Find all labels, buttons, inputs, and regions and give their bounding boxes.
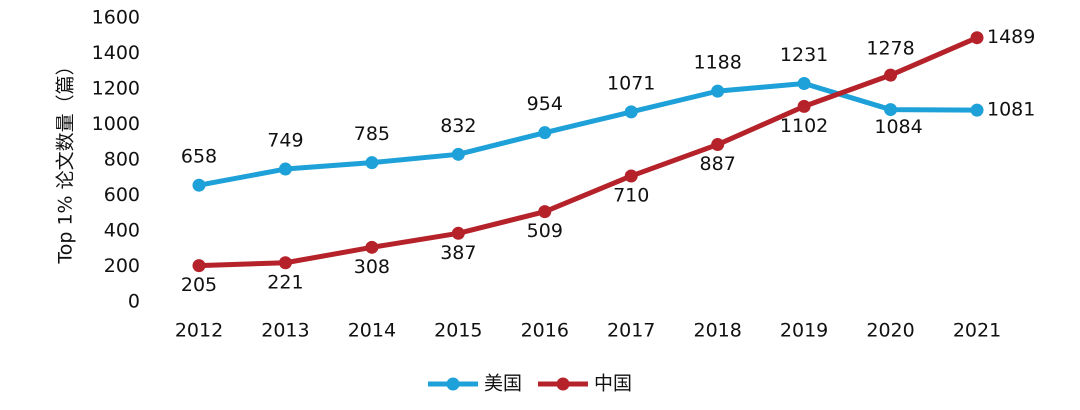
data-point xyxy=(970,103,984,117)
data-label: 1489 xyxy=(987,26,1035,48)
data-point xyxy=(884,103,898,117)
y-tick-label: 1200 xyxy=(92,78,140,100)
data-point xyxy=(278,162,292,176)
y-tick-label: 1400 xyxy=(92,42,140,64)
x-tick-label: 2021 xyxy=(953,320,1001,342)
x-tick-label: 2017 xyxy=(607,320,655,342)
data-point xyxy=(192,259,206,273)
data-label: 1084 xyxy=(874,116,922,138)
data-point xyxy=(711,138,725,152)
series-line xyxy=(198,80,978,188)
data-label: 710 xyxy=(613,184,649,206)
data-label: 749 xyxy=(267,130,303,152)
data-point xyxy=(797,99,811,113)
data-label: 658 xyxy=(181,146,217,168)
data-label: 509 xyxy=(527,220,563,242)
data-label: 785 xyxy=(354,123,390,145)
data-point xyxy=(451,147,465,161)
y-tick-label: 600 xyxy=(104,184,140,206)
data-label: 832 xyxy=(440,115,476,137)
data-point xyxy=(365,156,379,170)
x-tick-label: 2019 xyxy=(780,320,828,342)
data-point xyxy=(884,68,898,82)
y-tick-label: 1000 xyxy=(92,113,140,135)
legend-marker xyxy=(446,377,460,391)
data-label: 1188 xyxy=(693,52,741,74)
data-label: 1071 xyxy=(607,72,655,94)
legend-label: 中国 xyxy=(594,373,632,395)
data-point xyxy=(538,126,552,140)
data-point xyxy=(192,178,206,192)
y-axis-label: Top 1% 论文数量（篇） xyxy=(55,56,77,264)
data-label: 887 xyxy=(700,153,736,175)
data-point xyxy=(624,169,638,183)
data-label: 1081 xyxy=(987,99,1035,121)
y-tick-label: 800 xyxy=(104,149,140,171)
x-tick-label: 2016 xyxy=(521,320,569,342)
series-line xyxy=(198,35,978,269)
data-point xyxy=(970,31,984,45)
data-label: 221 xyxy=(267,271,303,293)
legend-label: 美国 xyxy=(484,373,522,395)
data-point xyxy=(538,205,552,219)
data-point xyxy=(711,84,725,98)
x-tick-label: 2020 xyxy=(866,320,914,342)
data-label: 1231 xyxy=(780,44,828,66)
data-label: 308 xyxy=(354,256,390,278)
y-tick-label: 0 xyxy=(128,291,140,313)
data-label: 1278 xyxy=(866,38,914,60)
y-tick-label: 1600 xyxy=(92,7,140,29)
data-point xyxy=(797,76,811,90)
legend-marker xyxy=(556,377,570,391)
x-tick-label: 2014 xyxy=(348,320,396,342)
data-label: 387 xyxy=(440,242,476,264)
data-point xyxy=(624,105,638,119)
x-tick-label: 2018 xyxy=(693,320,741,342)
x-tick-label: 2012 xyxy=(175,320,223,342)
data-point xyxy=(365,240,379,254)
y-tick-label: 200 xyxy=(104,255,140,277)
x-tick-label: 2015 xyxy=(434,320,482,342)
data-label: 205 xyxy=(181,274,217,296)
data-label: 954 xyxy=(527,93,563,115)
y-tick-label: 400 xyxy=(104,220,140,242)
data-label: 1102 xyxy=(780,115,828,137)
data-point xyxy=(278,256,292,270)
x-tick-label: 2013 xyxy=(261,320,309,342)
data-point xyxy=(451,226,465,240)
